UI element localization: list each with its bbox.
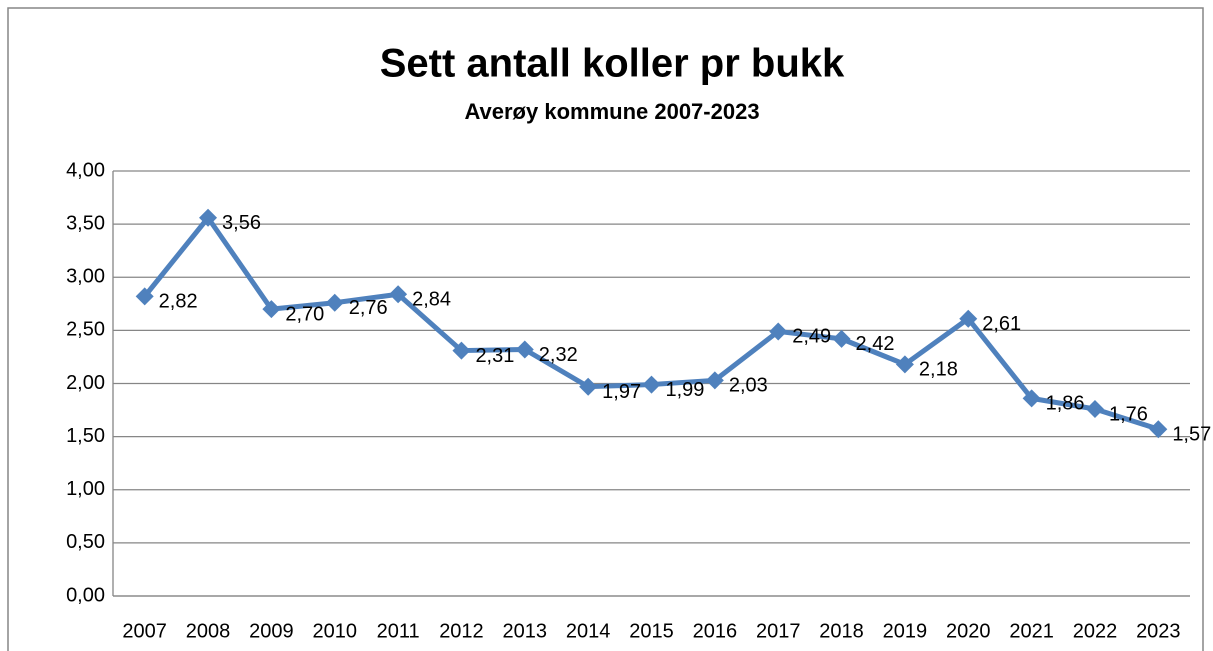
x-tick-label: 2010 [312, 620, 357, 642]
data-label: 2,42 [856, 333, 895, 355]
data-label: 2,18 [919, 359, 958, 381]
x-tick-label: 2019 [883, 620, 928, 642]
y-tick-label: 2,50 [66, 319, 105, 341]
x-tick-label: 2018 [819, 620, 864, 642]
y-tick-label: 0,50 [66, 531, 105, 553]
x-tick-label: 2008 [186, 620, 231, 642]
y-tick-label: 3,00 [66, 266, 105, 288]
x-tick-label: 2022 [1073, 620, 1118, 642]
data-label: 1,99 [666, 379, 705, 401]
data-point [769, 322, 788, 341]
data-label: 2,32 [539, 344, 578, 366]
data-point [1085, 400, 1104, 418]
y-tick-label: 1,50 [66, 425, 105, 447]
data-point [452, 341, 471, 360]
y-tick-label: 2,00 [66, 372, 105, 394]
x-tick-label: 2011 [377, 620, 420, 642]
data-point [515, 340, 534, 359]
data-point [642, 375, 661, 394]
x-tick-label: 2015 [629, 620, 674, 642]
data-point [135, 287, 154, 306]
chart-title: Sett antall koller pr bukk [380, 42, 845, 86]
data-point [959, 309, 978, 328]
data-label: 1,86 [1046, 393, 1085, 415]
data-point [325, 293, 344, 312]
data-label: 2,70 [285, 303, 324, 325]
x-tick-label: 2013 [503, 620, 548, 642]
data-label: 1,97 [602, 381, 641, 403]
x-tick-label: 2021 [1009, 620, 1054, 642]
data-label: 2,84 [412, 289, 451, 311]
x-tick-label: 2020 [946, 620, 991, 642]
data-label: 1,76 [1109, 403, 1148, 425]
data-label: 3,56 [222, 212, 261, 234]
chart-frame [7, 7, 1204, 651]
data-point [705, 371, 724, 390]
data-point [832, 329, 851, 348]
x-tick-label: 2009 [249, 620, 294, 642]
x-tick-label: 2023 [1136, 620, 1181, 642]
x-tick-label: 2017 [756, 620, 801, 642]
data-label: 2,03 [729, 375, 768, 397]
data-label: 2,31 [475, 345, 514, 367]
data-point [262, 300, 281, 319]
data-point [1022, 389, 1041, 408]
x-tick-label: 2014 [566, 620, 611, 642]
y-tick-label: 0,00 [66, 584, 105, 606]
x-tick-label: 2016 [693, 620, 738, 642]
y-tick-label: 4,00 [66, 159, 105, 181]
x-tick-label: 2007 [122, 620, 167, 642]
data-label: 2,61 [982, 313, 1021, 335]
data-point [199, 208, 218, 227]
y-tick-label: 3,50 [66, 212, 105, 234]
data-point [579, 377, 598, 396]
chart-subtitle: Averøy kommune 2007-2023 [464, 99, 759, 124]
data-point [389, 285, 408, 304]
data-label: 2,82 [159, 291, 198, 313]
data-point [1149, 420, 1168, 439]
data-label: 2,76 [349, 297, 388, 319]
x-tick-label: 2012 [439, 620, 484, 642]
data-point [895, 355, 914, 374]
data-label: 1,57 [1172, 423, 1211, 445]
y-tick-label: 1,00 [66, 478, 105, 500]
data-label: 2,49 [792, 326, 831, 348]
